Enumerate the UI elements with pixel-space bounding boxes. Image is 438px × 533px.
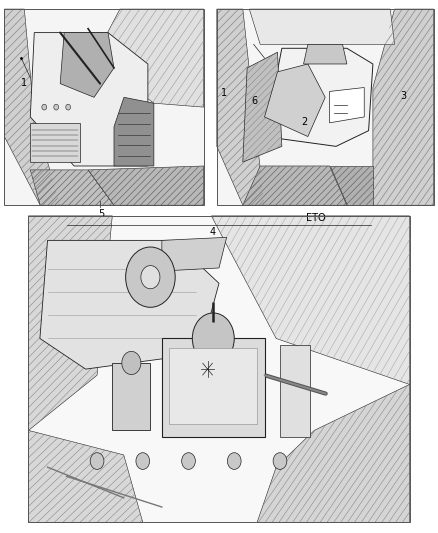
Polygon shape xyxy=(217,9,265,205)
Polygon shape xyxy=(265,64,325,136)
Polygon shape xyxy=(257,384,410,522)
Circle shape xyxy=(54,104,59,110)
Polygon shape xyxy=(304,44,347,64)
Circle shape xyxy=(126,247,175,308)
Text: 2: 2 xyxy=(301,117,307,126)
Text: 4: 4 xyxy=(209,227,215,237)
Bar xyxy=(217,9,434,205)
Polygon shape xyxy=(243,166,347,205)
Polygon shape xyxy=(373,9,434,205)
Bar xyxy=(28,216,410,522)
Polygon shape xyxy=(40,240,219,369)
Polygon shape xyxy=(112,363,150,431)
Polygon shape xyxy=(114,98,154,166)
Circle shape xyxy=(90,453,104,470)
Polygon shape xyxy=(4,9,60,205)
Text: 1: 1 xyxy=(21,78,27,87)
Circle shape xyxy=(227,453,241,470)
Polygon shape xyxy=(280,345,311,437)
Circle shape xyxy=(122,351,141,375)
Polygon shape xyxy=(88,166,204,205)
Polygon shape xyxy=(4,9,204,205)
Polygon shape xyxy=(162,237,226,271)
Polygon shape xyxy=(329,166,373,205)
Polygon shape xyxy=(30,123,80,162)
Text: 5: 5 xyxy=(99,209,105,220)
Text: 3: 3 xyxy=(400,91,406,101)
Circle shape xyxy=(182,453,195,470)
Polygon shape xyxy=(28,431,143,522)
Circle shape xyxy=(273,453,287,470)
Polygon shape xyxy=(212,216,410,384)
Polygon shape xyxy=(30,170,114,205)
Text: 6: 6 xyxy=(252,96,258,106)
Polygon shape xyxy=(217,9,434,205)
Polygon shape xyxy=(162,338,265,437)
Polygon shape xyxy=(170,348,257,424)
Circle shape xyxy=(192,313,234,364)
Polygon shape xyxy=(30,33,148,166)
Bar xyxy=(4,9,204,205)
Polygon shape xyxy=(249,9,395,44)
Polygon shape xyxy=(94,9,204,107)
Polygon shape xyxy=(265,49,373,147)
Polygon shape xyxy=(243,52,282,162)
Polygon shape xyxy=(329,87,364,123)
Polygon shape xyxy=(28,216,410,522)
Circle shape xyxy=(141,265,160,289)
Circle shape xyxy=(136,453,150,470)
Circle shape xyxy=(66,104,71,110)
Polygon shape xyxy=(28,216,112,431)
Circle shape xyxy=(42,104,46,110)
Polygon shape xyxy=(60,33,114,98)
Text: ETO: ETO xyxy=(306,213,325,223)
Text: 1: 1 xyxy=(221,88,227,98)
